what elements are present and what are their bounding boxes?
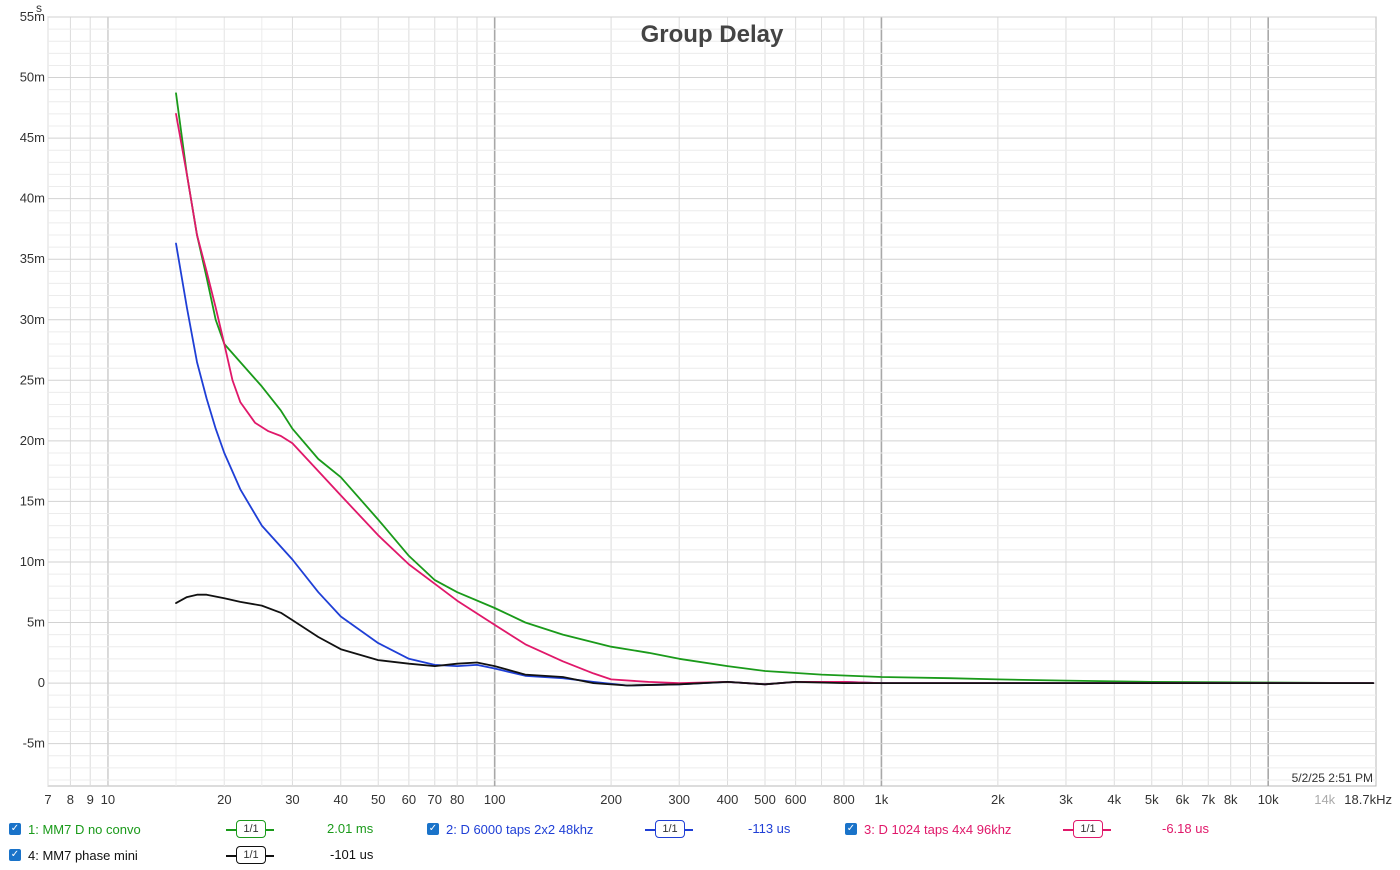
y-unit-label: s — [36, 1, 42, 15]
x-tick-label: 10k — [1258, 792, 1279, 807]
x-tick-label: 400 — [717, 792, 739, 807]
plot-frame — [47, 16, 1377, 787]
smoothing-label-2: 1/1 — [655, 820, 685, 838]
y-tick-label: 15m — [20, 493, 45, 508]
x-tick-label: 30 — [285, 792, 299, 807]
series-line-4 — [175, 593, 1375, 687]
y-tick-label: 5m — [27, 615, 45, 630]
x-tick-label: 100 — [484, 792, 506, 807]
x-tick-label: 7 — [44, 792, 51, 807]
legend-label-4: 4: MM7 phase mini — [28, 847, 138, 863]
y-tick-label: 55m — [20, 9, 45, 24]
series-layer — [175, 92, 1375, 687]
smoothing-button-3[interactable]: 1/1 — [1063, 820, 1111, 838]
x-tick-label: 40 — [334, 792, 348, 807]
chart-title: Group Delay — [641, 21, 784, 48]
x-tick-label: 18.7kHz — [1344, 792, 1392, 807]
x-tick-label: 50 — [371, 792, 385, 807]
legend-checkbox-4[interactable]: ✓ — [9, 849, 21, 861]
legend-row-2: ✓ 4: MM7 phase mini 1/1 -101 us — [0, 845, 1400, 865]
x-tick-label: 300 — [668, 792, 690, 807]
y-tick-label: 30m — [20, 312, 45, 327]
x-tick-label: 500 — [754, 792, 776, 807]
y-tick-label: 25m — [20, 372, 45, 387]
x-tick-label: 80 — [450, 792, 464, 807]
y-tick-label: -5m — [23, 736, 45, 751]
x-tick-label: 7k — [1201, 792, 1215, 807]
x-tick-label: 14k — [1314, 792, 1335, 807]
legend-item-2: ✓ 2: D 6000 taps 2x2 48khz — [427, 819, 593, 839]
y-tick-label: 0 — [38, 675, 45, 690]
smoothing-button-2[interactable]: 1/1 — [645, 820, 693, 838]
series-line-1 — [175, 92, 1375, 684]
x-tick-label: 9 — [87, 792, 94, 807]
y-tick-label: 50m — [20, 70, 45, 85]
x-tick-label: 60 — [402, 792, 416, 807]
x-tick-label: 4k — [1107, 792, 1121, 807]
x-tick-label: 20 — [217, 792, 231, 807]
x-tick-label: 1k — [875, 792, 889, 807]
legend-row-1: ✓ 1: MM7 D no convo 1/1 2.01 ms ✓ 2: D 6… — [0, 819, 1400, 839]
smoothing-button-1[interactable]: 1/1 — [226, 820, 274, 838]
legend-checkbox-3[interactable]: ✓ — [845, 823, 857, 835]
legend-value-4: -101 us — [330, 847, 374, 862]
timestamp: 5/2/25 2:51 PM — [1292, 771, 1373, 785]
x-tick-label: 3k — [1059, 792, 1073, 807]
legend-item-1: ✓ 1: MM7 D no convo — [9, 819, 141, 839]
y-tick-label: 45m — [20, 130, 45, 145]
x-tick-label: 200 — [600, 792, 622, 807]
x-tick-label: 6k — [1176, 792, 1190, 807]
smoothing-button-4[interactable]: 1/1 — [226, 846, 274, 864]
y-tick-label: 40m — [20, 191, 45, 206]
legend-checkbox-2[interactable]: ✓ — [427, 823, 439, 835]
smoothing-label-1: 1/1 — [236, 820, 266, 838]
x-tick-label: 8k — [1224, 792, 1238, 807]
smoothing-label-4: 1/1 — [236, 846, 266, 864]
smoothing-label-3: 1/1 — [1073, 820, 1103, 838]
legend-value-3: -6.18 us — [1162, 821, 1209, 836]
x-tick-label: 70 — [428, 792, 442, 807]
legend-value-1: 2.01 ms — [327, 821, 374, 836]
x-tick-label: 800 — [833, 792, 855, 807]
legend-value-2: -113 us — [748, 821, 791, 836]
legend-label-1: 1: MM7 D no convo — [28, 821, 141, 837]
x-tick-label: 10 — [101, 792, 115, 807]
x-tick-label: 2k — [991, 792, 1005, 807]
legend-item-3: ✓ 3: D 1024 taps 4x4 96khz — [845, 819, 1011, 839]
x-tick-label: 8 — [67, 792, 74, 807]
legend-label-2: 2: D 6000 taps 2x2 48khz — [446, 821, 594, 837]
y-tick-label: 35m — [20, 251, 45, 266]
legend-label-3: 3: D 1024 taps 4x4 96khz — [864, 821, 1012, 837]
y-tick-label: 20m — [20, 433, 45, 448]
x-tick-label: 5k — [1145, 792, 1159, 807]
y-tick-label: 10m — [20, 554, 45, 569]
x-tick-label: 600 — [785, 792, 807, 807]
legend-item-4: ✓ 4: MM7 phase mini — [9, 845, 138, 865]
legend-checkbox-1[interactable]: ✓ — [9, 823, 21, 835]
grid-lines — [47, 16, 1376, 786]
